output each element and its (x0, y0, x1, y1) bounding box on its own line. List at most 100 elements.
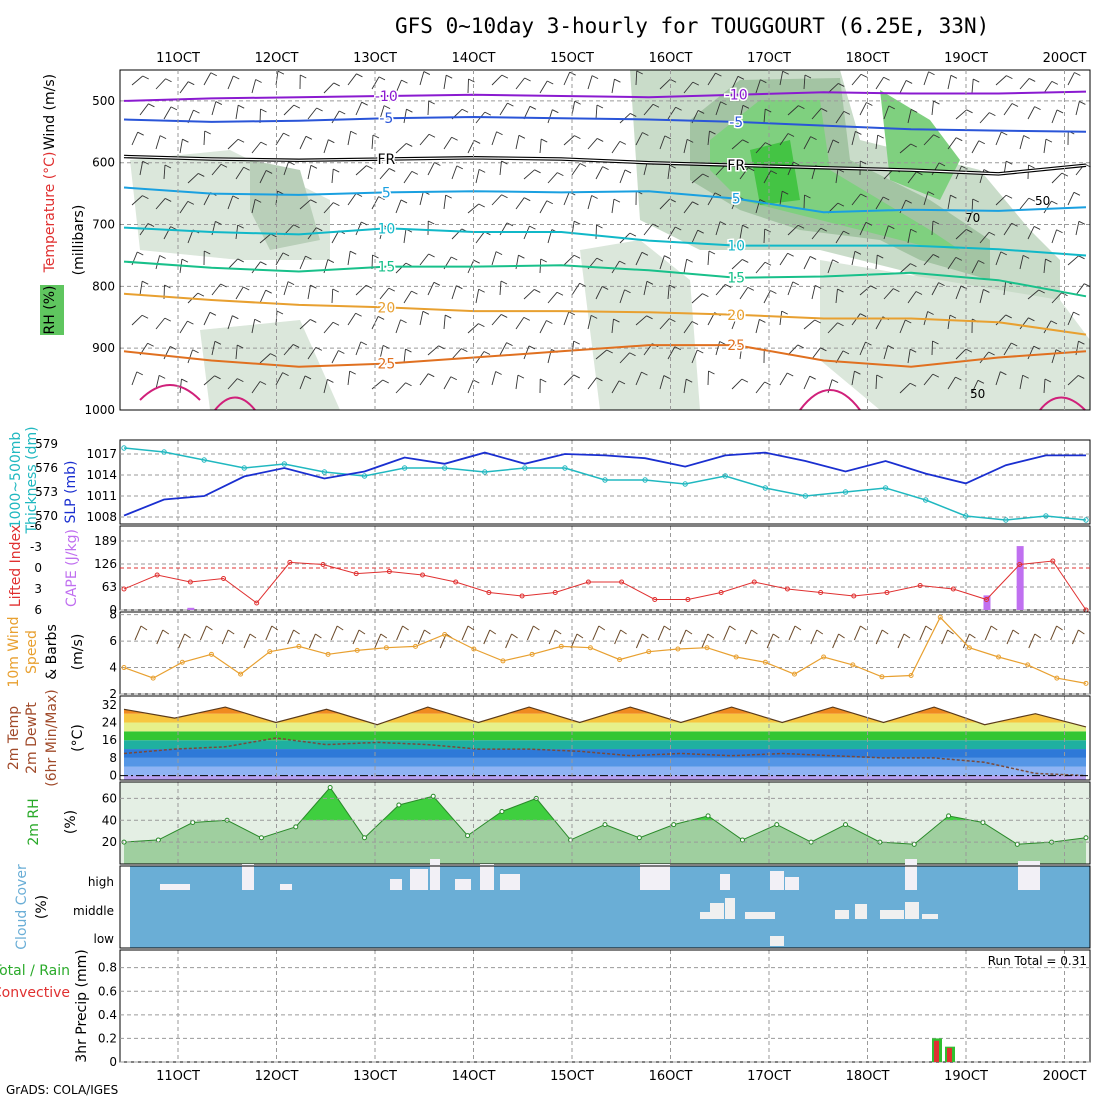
upper-wind-barb (237, 224, 244, 229)
upper-wind-barb (835, 111, 845, 124)
upper-wind-barb (755, 381, 765, 394)
upper-wind-barb (539, 320, 547, 334)
upper-wind-barb (910, 263, 917, 268)
wind10-line (123, 616, 1087, 684)
upper-wind-barb (501, 74, 509, 79)
rh2-point (1083, 835, 1089, 841)
upper-wind-barb (619, 260, 626, 265)
upper-wind-barb (451, 256, 458, 261)
upper-wind-barb (411, 290, 418, 295)
upper-wind-barb (966, 229, 973, 233)
temp-band (124, 757, 1086, 767)
upper-wind-barb (652, 223, 659, 228)
li-point (983, 597, 989, 602)
high-cloud-bar (720, 874, 730, 890)
high-cloud-bar (430, 859, 440, 890)
upper-wind-barb (499, 342, 507, 356)
top-tick-label: 16OCT (649, 51, 693, 66)
upper-wind-barb (467, 379, 474, 394)
isotherm-label: FR (727, 158, 745, 174)
pressure-tick-label: 700 (92, 218, 115, 232)
li-point (917, 583, 923, 588)
upper-wind-barb (835, 230, 844, 244)
high-cloud-bar (480, 864, 494, 890)
upper-wind-barb (742, 104, 750, 109)
surface-wind-barb (402, 625, 409, 631)
upper-wind-barb (355, 312, 362, 317)
upper-wind-barb (596, 138, 604, 142)
top-tick-label: 12OCT (255, 51, 299, 66)
upper-wind-barb (1078, 220, 1086, 225)
wind10-tick-label: 8 (109, 608, 117, 622)
pressure-tick-label: 600 (92, 156, 115, 170)
surface-wind-barb (832, 633, 840, 649)
upper-wind-barb (1056, 229, 1063, 234)
upper-wind-barb (170, 226, 177, 231)
upper-wind-barb (842, 350, 850, 355)
upper-wind-barb (667, 165, 671, 180)
upper-wind-barb (227, 258, 239, 270)
upper-wind-barb (820, 347, 827, 352)
surface-wind-barb (1078, 629, 1085, 635)
upper-wind-barb (187, 320, 194, 325)
upper-wind-barb (260, 261, 267, 266)
upper-wind-barb (803, 75, 806, 90)
upper-wind-barb (770, 170, 777, 175)
bottom-tick-label: 18OCT (846, 1069, 890, 1084)
cloud-background (130, 866, 1090, 948)
upper-wind-barb (739, 345, 743, 360)
upper-wind-barb (1003, 342, 1012, 356)
upper-wind-barb (851, 371, 855, 386)
upper-wind-barb (515, 135, 520, 150)
upper-wind-barb (515, 197, 525, 210)
upper-wind-barb (265, 170, 273, 174)
surface-wind-barb (249, 633, 257, 639)
upper-wind-barb (923, 71, 929, 86)
rh2-point (911, 841, 917, 847)
upper-wind-barb (675, 226, 682, 231)
upper-wind-barb (235, 286, 244, 300)
panel-frame (119, 69, 1091, 411)
upper-wind-barb (164, 284, 171, 289)
upper-wind-barb (792, 281, 799, 286)
surface-wind-barb (1056, 625, 1063, 631)
upper-wind-barb (328, 139, 335, 144)
upper-wind-barb (955, 348, 967, 360)
upper-wind-barb (910, 108, 918, 113)
surface-wind-barb (1028, 633, 1036, 649)
surface-wind-barb (358, 629, 366, 635)
li-point (453, 579, 459, 585)
upper-wind-barb (624, 169, 632, 174)
li-point (187, 579, 193, 585)
upper-wind-barb (641, 251, 649, 256)
wind10-point (325, 651, 331, 657)
upper-wind-barb (883, 345, 889, 360)
thickness-label: 1000~500mb (8, 432, 24, 529)
upper-wind-barb (691, 321, 699, 325)
mid-cloud-bar (745, 912, 775, 919)
upper-wind-barb (179, 320, 188, 334)
upper-wind-barb (1067, 192, 1075, 206)
upper-wind-barb (142, 75, 149, 80)
upper-wind-barb (300, 74, 307, 79)
rh-shading (250, 160, 320, 250)
upper-wind-barb (854, 250, 862, 255)
thickness-slp-panel: 570 573 576 579 1008 1011 1014 1017 1000~500mb Th… (8, 426, 1091, 535)
upper-wind-barb (428, 133, 436, 138)
upper-wind-barb (989, 112, 996, 116)
wind10-point (354, 647, 360, 653)
upper-wind-barb (422, 310, 430, 315)
upper-wind-barb (406, 108, 413, 113)
li-point (1050, 558, 1056, 564)
upper-wind-barb (877, 254, 884, 259)
upper-wind-barb (355, 165, 367, 176)
upper-wind-barb (1001, 131, 1008, 136)
upper-wind-barb (347, 193, 357, 206)
pressure-tick-label: 1000 (84, 403, 115, 417)
upper-wind-barb (1003, 223, 1013, 236)
upper-wind-barb (214, 375, 221, 380)
upper-wind-barb (708, 370, 715, 375)
li-point (619, 579, 625, 585)
wind10-point (1025, 662, 1031, 668)
upper-wind-barb (1056, 109, 1064, 114)
